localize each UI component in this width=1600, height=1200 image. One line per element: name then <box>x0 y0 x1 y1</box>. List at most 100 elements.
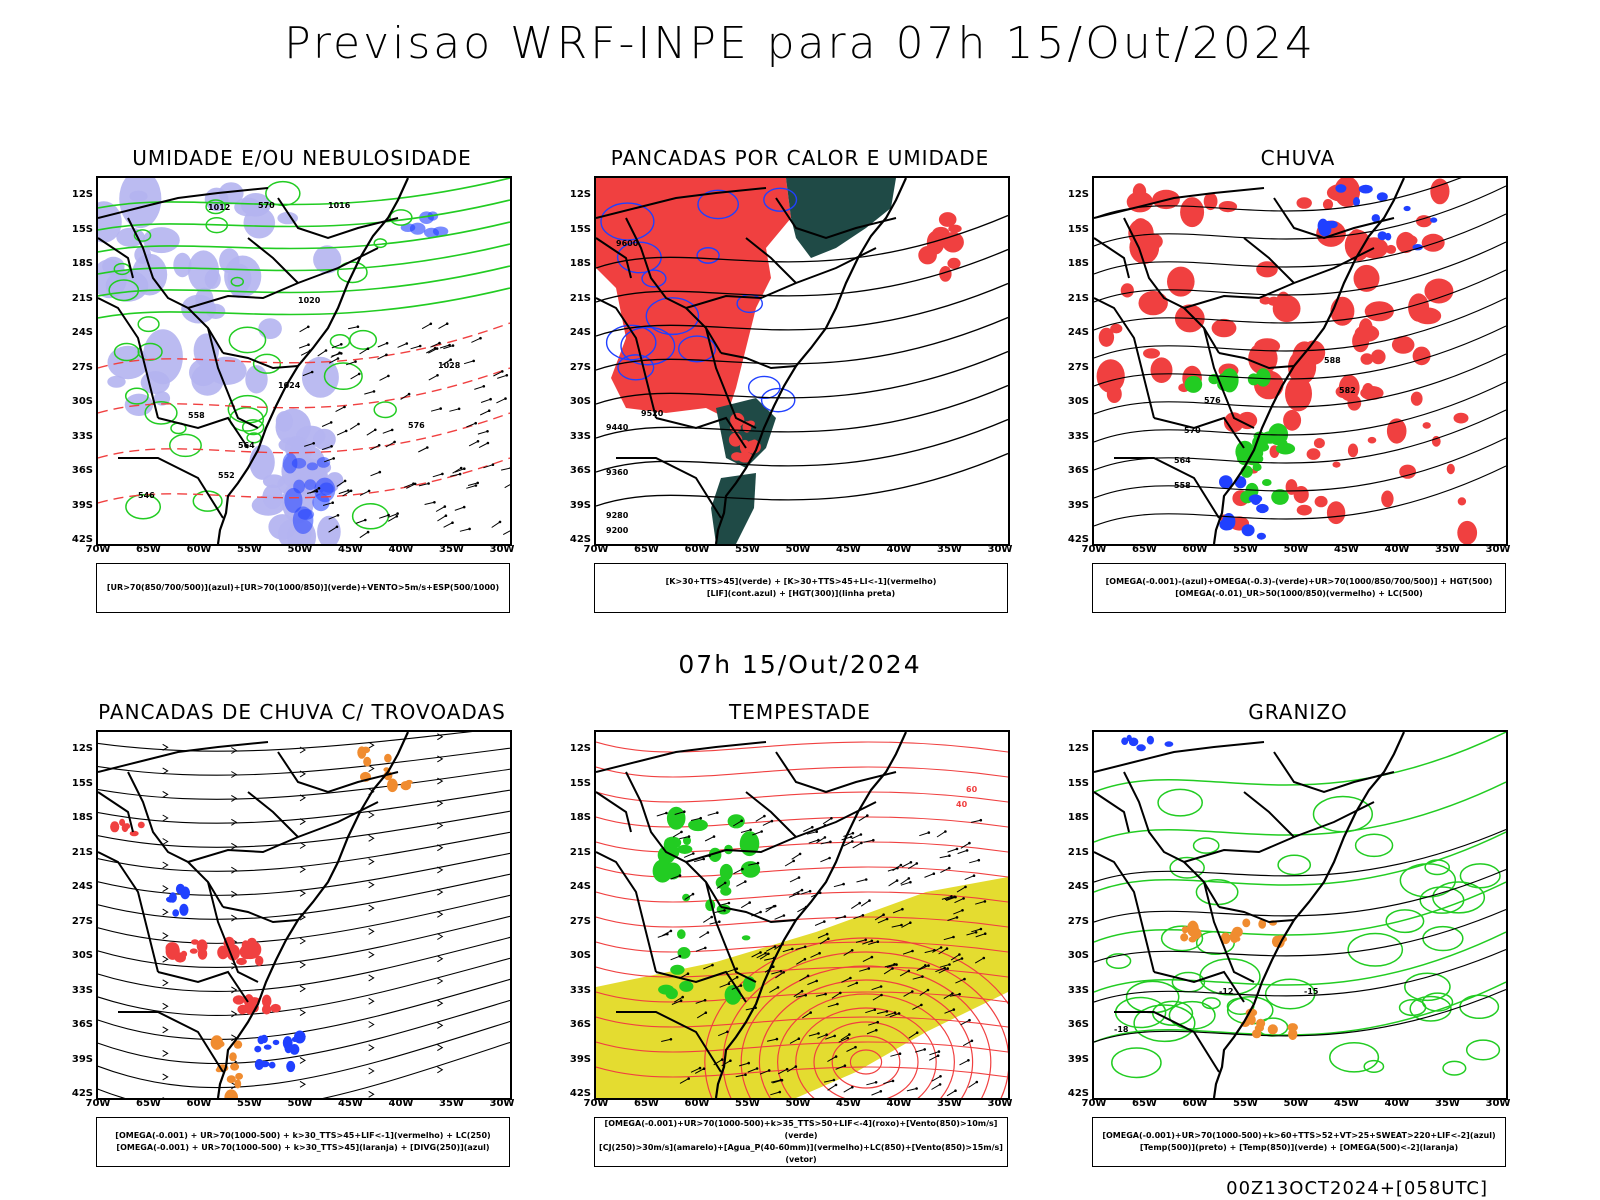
lat-tick-label: 36S <box>569 465 591 476</box>
lat-tick-label: 27S <box>569 915 591 927</box>
lon-tick-label: 40W <box>1384 544 1410 555</box>
lon-tick-label: 55W <box>237 1098 262 1109</box>
lat-tick-label: 39S <box>569 1053 591 1065</box>
lon-tick-label: 40W <box>886 544 912 555</box>
lat-tick-label: 30S <box>569 396 591 407</box>
lon-tick-label: 70W <box>85 1098 111 1109</box>
lon-tick-label: 65W <box>136 1098 161 1109</box>
lat-tick-label: 18S <box>1067 812 1089 823</box>
lon-tick-label: 45W <box>1334 1098 1359 1109</box>
svg-text:588: 588 <box>1324 356 1341 365</box>
panel-title: UMIDADE E/OU NEBULOSIDADE <box>132 146 472 170</box>
svg-text:1012: 1012 <box>208 203 230 212</box>
lat-tick-label: 18S <box>569 812 591 823</box>
lon-tick-label: 50W <box>287 544 313 555</box>
lat-tick-label: 36S <box>1067 465 1089 476</box>
svg-text:-18: -18 <box>1114 1025 1129 1034</box>
svg-text:9600: 9600 <box>616 239 639 248</box>
lat-tick-label: 24S <box>1067 881 1089 892</box>
lat-tick-label: 27S <box>569 361 591 373</box>
lat-tick-label: 15S <box>1067 777 1089 789</box>
lat-tick-label: 12S <box>71 189 93 200</box>
lon-tick-label: 65W <box>634 1098 659 1109</box>
lon-tick-label: 65W <box>1132 1098 1157 1109</box>
lat-tick-label: 30S <box>1067 950 1089 961</box>
lat-tick-label: 18S <box>71 258 93 269</box>
lat-tick-label: 33S <box>71 984 93 996</box>
lat-tick-label: 42S <box>569 534 591 545</box>
svg-text:1016: 1016 <box>328 201 351 210</box>
lat-tick-label: 27S <box>71 915 93 927</box>
lat-tick-label: 36S <box>569 1019 591 1030</box>
lon-tick-label: 70W <box>1081 1098 1107 1109</box>
svg-text:570: 570 <box>1184 426 1201 435</box>
lat-tick-label: 39S <box>71 1053 93 1065</box>
lat-tick-label: 24S <box>569 881 591 892</box>
svg-text:9280: 9280 <box>606 511 629 520</box>
map-graphic: 60 40 <box>596 732 1008 1098</box>
map-graphic: 9600 9520 9440 9360 9280 9200 <box>596 178 1008 544</box>
svg-text:60: 60 <box>966 785 978 794</box>
svg-text:9520: 9520 <box>641 409 664 418</box>
lat-tick-label: 39S <box>569 499 591 511</box>
lon-tick-label: 60W <box>1182 544 1208 555</box>
lon-tick-label: 35W <box>937 1098 962 1109</box>
panel-legend: [OMEGA(-0.001)-(azul)+OMEGA(-0.3)-(verde… <box>1092 563 1506 613</box>
lat-tick-label: 42S <box>1067 534 1089 545</box>
panel-title: PANCADAS DE CHUVA C/ TROVOADAS <box>98 700 506 724</box>
panel-legend: [OMEGA(-0.001)+UR>70(1000-500)+k>60+TTS>… <box>1092 1117 1506 1167</box>
legend-line: [Temp(500)](preto) + [Temp(850)](verde) … <box>1139 1143 1459 1152</box>
lat-tick-label: 39S <box>1067 499 1089 511</box>
panel-legend: [OMEGA(-0.001) + UR>70(1000-500) + k>30_… <box>96 1117 510 1167</box>
legend-line: [OMEGA(-0.001) + UR>70(1000-500) + k>30_… <box>116 1143 490 1152</box>
lat-tick-label: 15S <box>569 777 591 789</box>
lon-tick-label: 60W <box>186 544 212 555</box>
panel-title: PANCADAS POR CALOR E UMIDADE <box>610 146 990 170</box>
lon-tick-label: 45W <box>1334 544 1359 555</box>
middle-title: 07h 15/Out/2024 <box>678 650 922 679</box>
panel-legend: [UR>70(850/700/500)](azul)+[UR>70(1000/8… <box>96 563 510 613</box>
svg-text:40: 40 <box>956 800 968 809</box>
lon-tick-label: 55W <box>735 1098 760 1109</box>
lon-tick-label: 40W <box>1384 1098 1410 1109</box>
legend-line: [K>30+TTS>45](verde) + [K>30+TTS>45+LI<-… <box>665 577 937 586</box>
lon-tick-label: 45W <box>338 1098 363 1109</box>
panel-legend: [K>30+TTS>45](verde) + [K>30+TTS>45+LI<-… <box>594 563 1008 613</box>
svg-text:576: 576 <box>1204 396 1221 405</box>
lon-tick-label: 55W <box>237 544 262 555</box>
lon-tick-label: 50W <box>785 544 811 555</box>
legend-line: [OMEGA(-0.001)+UR>70(1000-500)+k>60+TTS>… <box>1102 1131 1496 1140</box>
lat-tick-label: 21S <box>71 846 93 858</box>
lon-tick-label: 55W <box>1233 1098 1258 1109</box>
lat-tick-label: 33S <box>569 430 591 442</box>
lat-tick-label: 33S <box>1067 984 1089 996</box>
lon-tick-label: 35W <box>937 544 962 555</box>
weather-map: 1012 1016 1020 1024 1028 576 570 564 558 552 546 <box>96 176 512 546</box>
lon-tick-label: 40W <box>388 544 414 555</box>
svg-text:9440: 9440 <box>606 423 629 432</box>
lat-tick-label: 18S <box>569 258 591 269</box>
lon-tick-label: 65W <box>634 544 659 555</box>
legend-line: [OMEGA(-0.001) + UR>70(1000-500) + k>30_… <box>115 1131 491 1140</box>
lat-tick-label: 30S <box>71 950 93 961</box>
lon-tick-label: 30W <box>1485 544 1511 555</box>
svg-text:9360: 9360 <box>606 468 629 477</box>
panel-title: GRANIZO <box>1248 700 1348 724</box>
lon-tick-label: 55W <box>1233 544 1258 555</box>
lon-tick-label: 65W <box>136 544 161 555</box>
lat-tick-label: 30S <box>569 950 591 961</box>
lon-tick-label: 60W <box>1182 1098 1208 1109</box>
lon-tick-label: 50W <box>1283 1098 1309 1109</box>
lat-tick-label: 24S <box>569 327 591 338</box>
lon-tick-label: 60W <box>684 1098 710 1109</box>
lat-tick-label: 21S <box>71 292 93 304</box>
map-graphic <box>98 732 510 1098</box>
lat-tick-label: 42S <box>569 1088 591 1099</box>
lat-tick-label: 33S <box>1067 430 1089 442</box>
lon-tick-label: 30W <box>489 544 515 555</box>
lat-tick-label: 21S <box>569 846 591 858</box>
lon-tick-label: 60W <box>186 1098 212 1109</box>
lon-tick-label: 35W <box>439 544 464 555</box>
lat-tick-label: 24S <box>71 327 93 338</box>
